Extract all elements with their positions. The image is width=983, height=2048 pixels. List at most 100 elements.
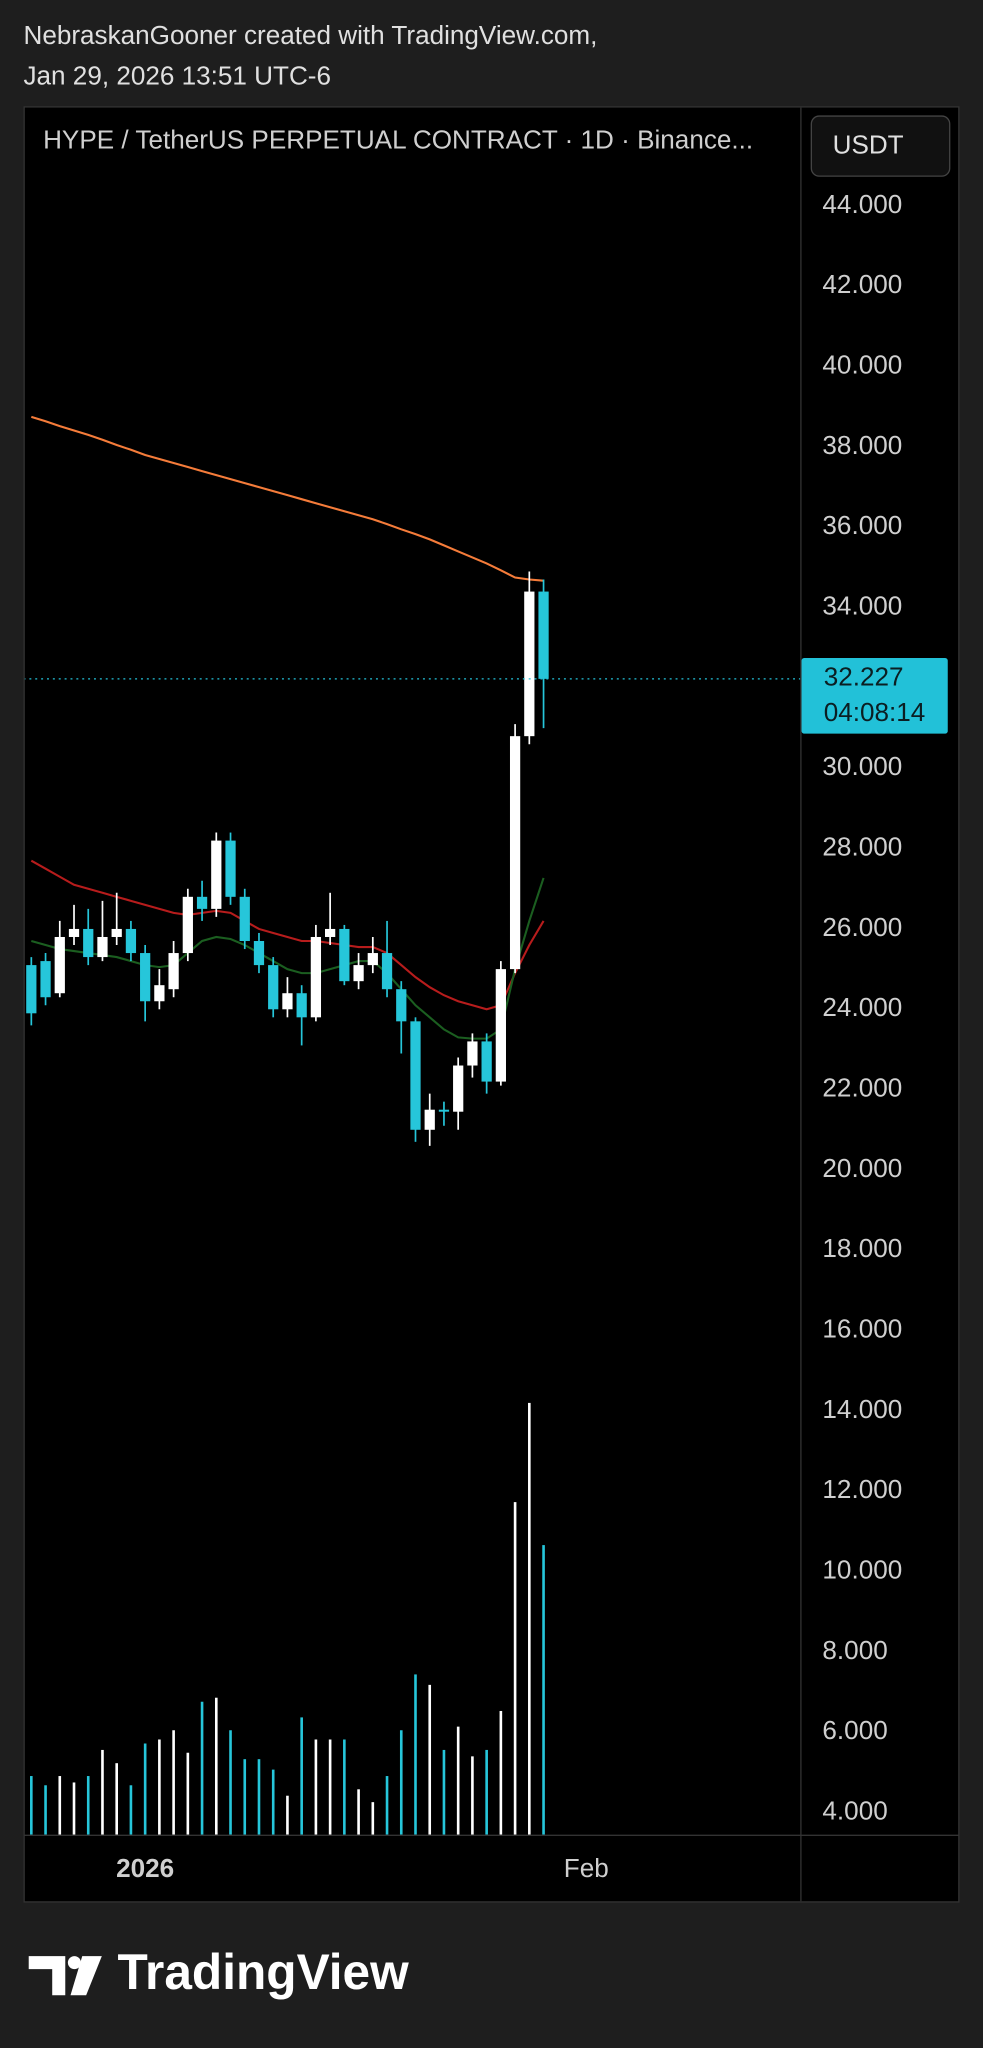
y-tick-label: 30.000 xyxy=(822,751,902,781)
header-date: Jan 29, 2026 13:51 UTC-6 xyxy=(23,60,331,90)
candle-body xyxy=(339,928,350,982)
y-tick-label: 24.000 xyxy=(822,992,902,1022)
y-tick-label: 40.000 xyxy=(822,350,902,380)
volume-bar xyxy=(158,1739,161,1835)
volume-bar xyxy=(58,1776,62,1835)
volume-bar xyxy=(243,1759,247,1835)
volume-bar xyxy=(343,1739,346,1835)
candle-body xyxy=(168,953,179,990)
candle-body xyxy=(239,896,250,942)
y-tick-label: 8.000 xyxy=(822,1635,887,1665)
plot-area xyxy=(24,415,801,1835)
candle-body xyxy=(182,896,193,954)
candle-body xyxy=(509,736,521,970)
candle-body xyxy=(26,965,37,1014)
volume-bar xyxy=(86,1776,90,1835)
volume-bar xyxy=(471,1756,474,1835)
candle-body xyxy=(196,896,208,909)
x-tick-label: Feb xyxy=(564,1853,609,1883)
candle-body xyxy=(424,1109,435,1130)
y-tick-label: 20.000 xyxy=(822,1153,902,1183)
candle-body xyxy=(524,591,535,737)
y-tick-label: 42.000 xyxy=(822,269,902,299)
y-tick-label: 4.000 xyxy=(822,1795,887,1825)
candle-body xyxy=(367,953,378,966)
candle-body xyxy=(538,591,549,679)
volume-bar xyxy=(172,1730,175,1835)
header-author: NebraskanGooner created with TradingView… xyxy=(23,20,597,50)
candle-body xyxy=(310,936,322,1018)
candle-body xyxy=(438,1109,450,1112)
candle-body xyxy=(410,1021,421,1130)
volume-bar xyxy=(456,1726,460,1835)
countdown-label: 04:08:14 xyxy=(824,697,926,727)
candle-body xyxy=(40,961,51,998)
volume-bar xyxy=(115,1763,119,1835)
chart-panel xyxy=(23,106,960,1903)
y-tick-label: 18.000 xyxy=(822,1233,902,1263)
candle-body xyxy=(453,1065,464,1112)
volume-bar xyxy=(143,1743,147,1835)
volume-bar xyxy=(314,1739,318,1835)
volume-bar xyxy=(385,1776,389,1835)
candle-body xyxy=(282,993,293,1010)
volume-bar xyxy=(286,1795,289,1835)
candle-body xyxy=(381,953,393,990)
candle-body xyxy=(396,989,407,1022)
candle-body xyxy=(325,928,336,937)
y-tick-label: 44.000 xyxy=(822,189,902,219)
candle-body xyxy=(225,840,236,897)
candle-body xyxy=(140,953,151,1002)
candle-body xyxy=(111,928,122,937)
moving-average-line xyxy=(31,415,544,582)
volume-bar xyxy=(485,1749,488,1835)
chart-title: HYPE / TetherUS PERPETUAL CONTRACT · 1D … xyxy=(43,124,753,154)
volume-bar xyxy=(129,1785,133,1835)
volume-bar xyxy=(542,1545,545,1835)
volume-bar xyxy=(72,1782,76,1835)
volume-bar xyxy=(428,1684,432,1835)
volume-bar xyxy=(214,1697,218,1835)
volume-bar xyxy=(101,1749,104,1835)
y-tick-label: 38.000 xyxy=(822,430,902,460)
volume-bar xyxy=(30,1776,33,1835)
candle-body xyxy=(68,928,80,937)
last-price-box xyxy=(801,657,948,734)
volume-bar xyxy=(371,1802,375,1835)
volume-bar xyxy=(44,1785,47,1835)
volume-bar xyxy=(200,1701,204,1835)
y-tick-label: 34.000 xyxy=(822,591,902,621)
y-tick-label: 16.000 xyxy=(822,1313,902,1343)
candle-body xyxy=(83,928,94,958)
currency-button[interactable] xyxy=(810,115,951,177)
brand-name: TradingView xyxy=(117,1944,409,2000)
y-tick-label: 28.000 xyxy=(822,832,902,862)
y-tick-label: 36.000 xyxy=(822,510,902,540)
candle-body xyxy=(125,928,137,954)
y-tick-label: 12.000 xyxy=(822,1474,902,1504)
candle-body xyxy=(467,1041,478,1066)
candle-body xyxy=(97,936,108,958)
y-tick-label: 6.000 xyxy=(822,1715,887,1745)
logo-dot xyxy=(67,1956,81,1970)
brand-logo: TradingView xyxy=(28,1944,409,2000)
volume-bar xyxy=(357,1789,360,1835)
candle-body xyxy=(54,936,65,994)
candle-body xyxy=(481,1041,492,1082)
candle-body xyxy=(154,985,165,1002)
volume-bar xyxy=(414,1674,417,1835)
volume-bar xyxy=(528,1402,531,1835)
y-tick-label: 26.000 xyxy=(822,912,902,942)
volume-bar xyxy=(271,1769,275,1835)
y-tick-label: 10.000 xyxy=(822,1554,902,1584)
y-tick-label: 22.000 xyxy=(822,1073,902,1103)
candle-body xyxy=(268,965,279,1010)
logo-slash xyxy=(70,1956,102,1996)
candle-body xyxy=(296,993,307,1018)
currency-label[interactable]: USDT xyxy=(833,130,904,160)
x-tick-label: 2026 xyxy=(116,1853,174,1883)
moving-average-line xyxy=(31,877,545,1040)
volume-bar xyxy=(186,1752,190,1835)
axes: 44.00042.00040.00038.00036.00034.00032.0… xyxy=(116,189,948,1883)
